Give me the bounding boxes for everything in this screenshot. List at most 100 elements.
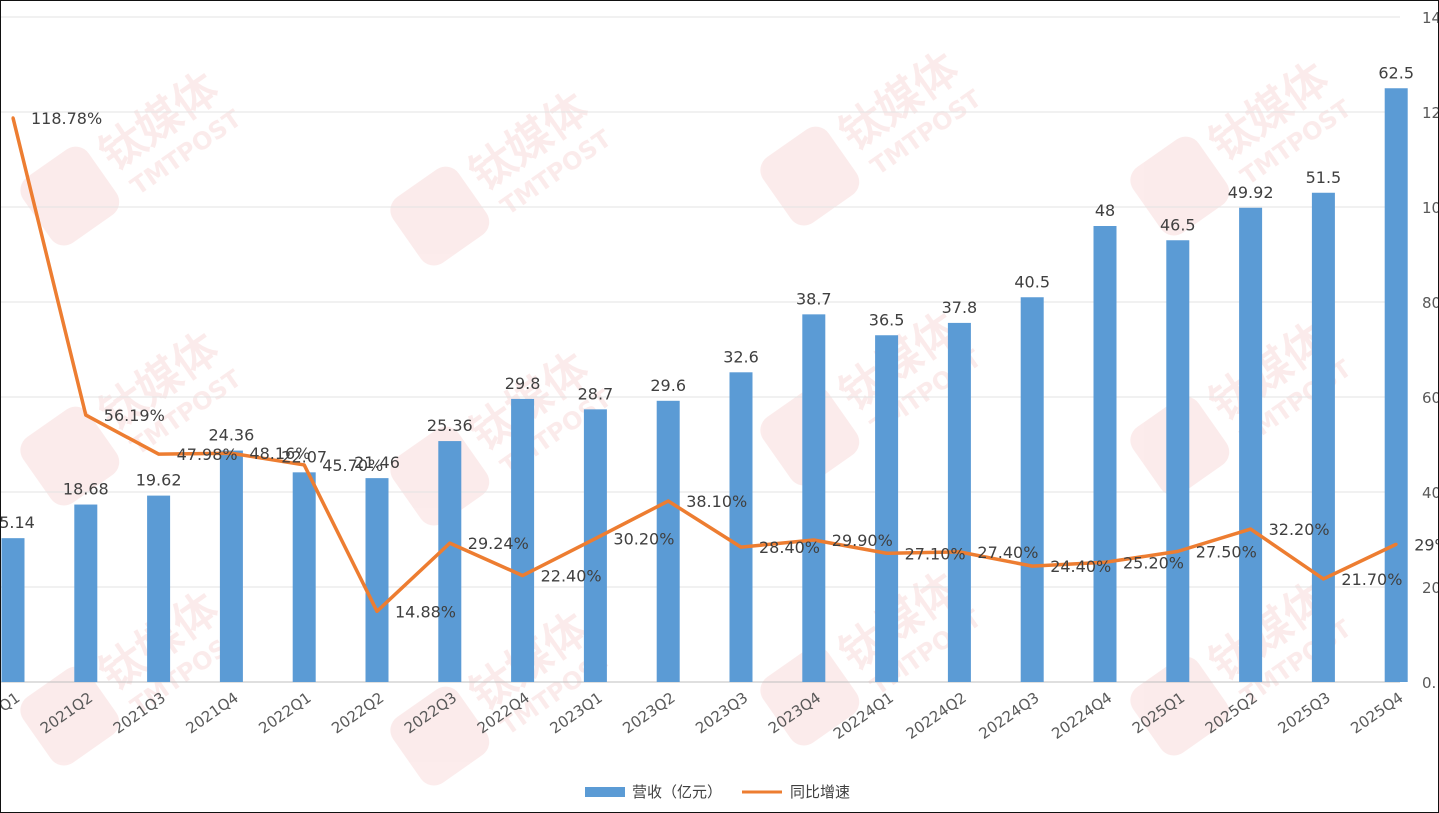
bar xyxy=(511,398,535,682)
bar xyxy=(802,314,826,682)
y-tick-label: 14 xyxy=(1422,9,1439,27)
line-point xyxy=(1321,577,1325,581)
bar-data-labels: 5.14 18.68 19.62 24.36 22.07 21.46 25.36 29.8 28… xyxy=(0,63,1414,532)
bar-data-label: 21.46 xyxy=(354,453,400,472)
bar-data-label: 29.8 xyxy=(505,374,541,393)
bar xyxy=(365,478,389,682)
bar-data-label: 48 xyxy=(1095,201,1115,220)
bar-data-label: 25.36 xyxy=(427,416,473,435)
bar-data-label: 19.62 xyxy=(136,471,182,490)
y-tick-label: 10 xyxy=(1422,199,1439,217)
line-data-label: 14.88% xyxy=(395,602,456,621)
line-point xyxy=(593,537,597,541)
line-point xyxy=(739,545,743,549)
bar xyxy=(147,495,171,682)
watermark-logo xyxy=(20,406,120,506)
bar xyxy=(219,450,243,682)
watermark-logo xyxy=(760,646,860,746)
line-point xyxy=(1103,560,1107,564)
line-data-label: 45.70% xyxy=(322,456,383,475)
line-data-labels: 118.78% 56.19% 47.98% 48.16% 45.70% 14.88% 29.… xyxy=(31,109,1439,622)
legend: 营收（亿元） 同比增速 xyxy=(585,783,850,801)
line-data-label: 30.20% xyxy=(613,530,674,549)
line-data-label: 24.40% xyxy=(1050,557,1111,576)
y-tick-label: 60 xyxy=(1422,389,1439,407)
bar-data-label: 29.6 xyxy=(650,376,686,395)
line-point xyxy=(157,452,161,456)
watermark-logo xyxy=(1130,136,1230,236)
line-point xyxy=(521,574,525,578)
bar xyxy=(74,504,98,682)
bar xyxy=(1311,192,1335,682)
line-data-label: 27.40% xyxy=(977,543,1038,562)
bar xyxy=(1239,207,1263,682)
bar-data-label: 36.5 xyxy=(869,310,905,329)
line-data-label: 29.24% xyxy=(468,534,529,553)
bar-data-label: 5.14 xyxy=(0,513,35,532)
line-point xyxy=(1394,542,1398,546)
x-tick-label: 2025Q4 xyxy=(1347,689,1406,738)
line-data-label: 28.40% xyxy=(759,538,820,557)
watermark-logo xyxy=(760,126,860,226)
y-tick-label: 80 xyxy=(1422,294,1439,312)
line-data-label: 22.40% xyxy=(541,567,602,586)
bar-data-label: 24.36 xyxy=(208,426,254,445)
line-point xyxy=(957,550,961,554)
bar xyxy=(1166,240,1190,682)
line-data-label: 118.78% xyxy=(31,109,102,128)
bar xyxy=(947,322,971,682)
line-data-label: 29% xyxy=(1414,535,1439,554)
legend-label-bar: 营收（亿元） xyxy=(632,783,722,801)
watermark-logo xyxy=(20,146,120,246)
x-tick-label: 20224Q3 xyxy=(976,689,1043,743)
bar xyxy=(1,538,25,682)
bar-data-label: 18.68 xyxy=(63,480,109,499)
line-point xyxy=(375,609,379,613)
bar xyxy=(656,400,680,682)
bar xyxy=(729,372,753,682)
y-tick-label: 20 xyxy=(1422,579,1439,597)
bar-data-label: 28.7 xyxy=(578,384,614,403)
x-tick-label: 20224Q4 xyxy=(1048,689,1115,743)
line-point xyxy=(666,499,670,503)
x-tick-label: 2021Q4 xyxy=(183,689,242,738)
line-point xyxy=(84,413,88,417)
bar xyxy=(1093,226,1117,682)
y-axis-right: 0. 20 40 60 80 10 12 14 xyxy=(1422,9,1439,692)
line-data-label: 32.20% xyxy=(1269,520,1330,539)
line-point xyxy=(11,116,15,120)
y-tick-label: 0. xyxy=(1422,674,1436,692)
bar xyxy=(1020,297,1044,682)
watermark-logo xyxy=(20,666,120,766)
line-data-label: 25.20% xyxy=(1123,553,1184,572)
line-point xyxy=(229,451,233,455)
bar-data-label: 40.5 xyxy=(1014,272,1050,291)
bar xyxy=(583,409,607,682)
bar xyxy=(1384,88,1408,682)
legend-swatch-bar xyxy=(585,787,625,797)
line-data-label: 38.10% xyxy=(686,492,747,511)
line-point xyxy=(448,541,452,545)
line-data-label: 27.10% xyxy=(905,544,966,563)
watermark-logo xyxy=(390,686,490,786)
line-data-label: 48.16% xyxy=(249,444,310,463)
bar-data-label: 38.7 xyxy=(796,289,832,308)
watermark-logo xyxy=(1130,656,1230,756)
line-data-label: 56.19% xyxy=(104,406,165,425)
x-tick-label: 20224Q2 xyxy=(903,689,970,743)
line-point xyxy=(812,538,816,542)
bar-data-label: 49.92 xyxy=(1228,183,1274,202)
bar-data-label: 32.6 xyxy=(723,347,759,366)
line-data-label: 21.70% xyxy=(1341,570,1402,589)
y-tick-label: 12 xyxy=(1422,104,1439,122)
bar xyxy=(292,472,316,682)
line-point xyxy=(885,551,889,555)
y-tick-label: 40 xyxy=(1422,484,1439,502)
